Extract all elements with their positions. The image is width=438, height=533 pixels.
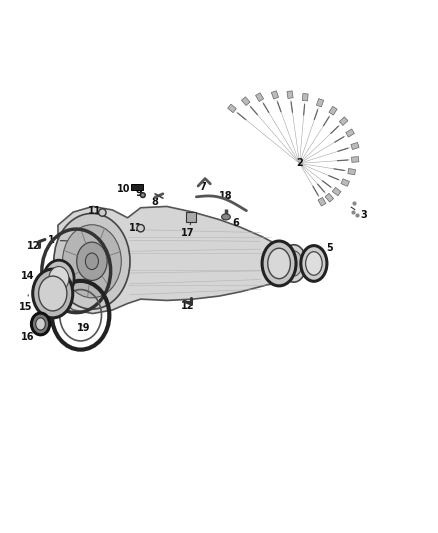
Text: 12: 12: [181, 301, 194, 311]
Ellipse shape: [222, 214, 230, 220]
Polygon shape: [341, 179, 350, 186]
Polygon shape: [186, 212, 196, 222]
Polygon shape: [348, 168, 356, 175]
Text: 14: 14: [21, 271, 41, 281]
Polygon shape: [339, 117, 348, 125]
Ellipse shape: [262, 241, 296, 286]
Text: 15: 15: [18, 295, 32, 312]
Text: 17: 17: [181, 223, 194, 238]
Polygon shape: [351, 142, 359, 150]
Polygon shape: [329, 107, 337, 115]
Polygon shape: [241, 97, 250, 106]
Ellipse shape: [281, 245, 307, 282]
Polygon shape: [317, 99, 324, 107]
Text: 1: 1: [48, 236, 75, 245]
Text: 4: 4: [276, 253, 283, 271]
Ellipse shape: [268, 248, 290, 279]
Text: 18: 18: [219, 191, 232, 201]
Ellipse shape: [286, 251, 302, 276]
Ellipse shape: [85, 253, 99, 270]
Ellipse shape: [63, 225, 121, 298]
Ellipse shape: [44, 260, 74, 297]
Ellipse shape: [141, 193, 145, 198]
Text: 11: 11: [88, 206, 102, 216]
Polygon shape: [325, 193, 334, 202]
Text: 16: 16: [21, 327, 39, 342]
Polygon shape: [332, 188, 341, 196]
Ellipse shape: [54, 213, 130, 309]
Polygon shape: [272, 91, 279, 99]
Polygon shape: [255, 93, 264, 101]
Ellipse shape: [36, 318, 46, 330]
Polygon shape: [352, 157, 359, 163]
Ellipse shape: [39, 276, 67, 311]
Ellipse shape: [77, 242, 107, 280]
Ellipse shape: [137, 224, 145, 232]
Text: 13: 13: [46, 277, 69, 290]
Text: 3: 3: [351, 207, 367, 220]
Text: 5: 5: [315, 243, 333, 268]
Ellipse shape: [32, 313, 49, 335]
Polygon shape: [346, 129, 354, 137]
Polygon shape: [228, 104, 237, 112]
Text: 9: 9: [135, 188, 142, 198]
Text: 19: 19: [77, 324, 90, 333]
Text: 2: 2: [296, 158, 303, 168]
Ellipse shape: [49, 266, 69, 291]
Text: 12: 12: [27, 240, 41, 251]
Ellipse shape: [301, 246, 327, 281]
Polygon shape: [58, 206, 306, 313]
Polygon shape: [131, 184, 143, 190]
Text: 6: 6: [227, 215, 239, 228]
Text: 8: 8: [151, 197, 158, 207]
Text: 10: 10: [117, 184, 135, 194]
Text: 11: 11: [129, 223, 142, 233]
Polygon shape: [302, 93, 308, 101]
Polygon shape: [318, 197, 326, 206]
Polygon shape: [287, 91, 293, 99]
Ellipse shape: [99, 209, 106, 216]
Text: 7: 7: [199, 182, 206, 192]
Ellipse shape: [306, 252, 322, 275]
Ellipse shape: [33, 269, 73, 318]
